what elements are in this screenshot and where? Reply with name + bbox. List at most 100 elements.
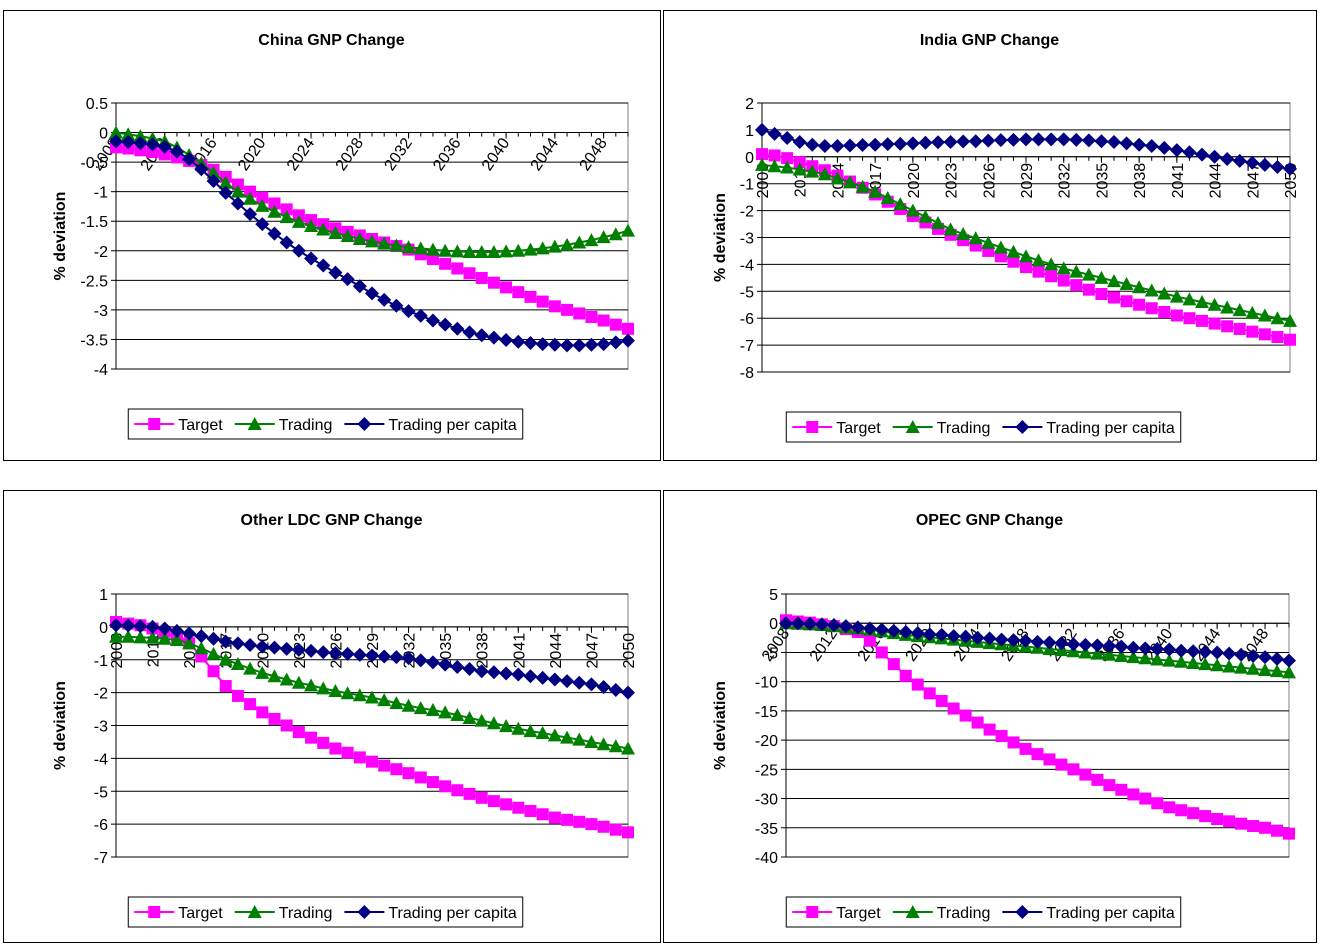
marker <box>413 241 428 255</box>
legend-item: Trading <box>234 417 333 434</box>
marker <box>1119 136 1134 151</box>
marker <box>621 685 635 700</box>
marker <box>584 233 599 247</box>
marker <box>1006 244 1021 258</box>
marker <box>817 167 832 181</box>
marker <box>1133 298 1146 311</box>
marker <box>1157 286 1172 300</box>
marker <box>401 698 416 712</box>
marker <box>157 631 172 645</box>
marker <box>1082 283 1095 296</box>
marker <box>968 231 983 245</box>
x-tick-label: 2035 <box>1094 163 1111 199</box>
marker <box>487 795 500 808</box>
marker <box>923 687 936 700</box>
marker <box>304 643 319 658</box>
chart: Other LDC GNP Change % deviation 1 0 -1 -2 -3 -… <box>3 490 661 943</box>
x-tick-label: 2041 <box>1170 163 1187 199</box>
legend-box <box>785 411 1182 443</box>
marker <box>148 418 161 430</box>
marker <box>584 337 599 352</box>
marker <box>560 674 575 689</box>
marker <box>536 808 549 821</box>
marker <box>169 633 184 647</box>
marker <box>1208 317 1221 330</box>
marker <box>486 716 501 730</box>
marker <box>511 721 526 735</box>
marker <box>451 784 464 797</box>
marker <box>247 417 262 430</box>
marker <box>194 162 209 177</box>
marker <box>523 724 538 738</box>
marker <box>148 906 161 918</box>
marker <box>1247 820 1260 833</box>
y-tick-label: -20 <box>755 733 778 750</box>
marker <box>1044 257 1059 271</box>
marker <box>1174 654 1189 668</box>
marker <box>1006 633 1021 648</box>
marker <box>1187 807 1200 820</box>
marker <box>1157 140 1172 155</box>
legend-item: Target <box>792 420 881 437</box>
marker <box>255 665 270 679</box>
marker <box>304 678 319 692</box>
marker <box>1182 145 1197 160</box>
y-tick-label: -7 <box>740 338 754 355</box>
legend-label: Trading per capita <box>1046 420 1174 437</box>
marker <box>169 623 184 638</box>
legend-label: Trading per capita <box>388 905 516 922</box>
marker <box>935 694 948 707</box>
marker <box>982 631 997 646</box>
y-tick-label: -5 <box>764 645 778 662</box>
marker <box>1114 648 1129 662</box>
marker <box>1284 333 1296 346</box>
marker <box>267 640 282 655</box>
marker <box>268 712 281 725</box>
marker <box>622 826 634 839</box>
marker <box>1138 641 1153 656</box>
marker <box>621 333 635 348</box>
marker <box>886 623 901 638</box>
marker <box>981 133 996 148</box>
marker <box>145 630 160 644</box>
marker <box>206 174 221 189</box>
marker <box>1126 650 1141 664</box>
marker <box>1020 261 1032 274</box>
marker <box>931 215 945 229</box>
legend-item: Trading per capita <box>1002 905 1175 922</box>
marker <box>523 335 538 350</box>
marker <box>230 636 245 651</box>
marker <box>585 818 598 831</box>
marker <box>968 134 983 149</box>
marker <box>500 798 513 811</box>
marker <box>279 672 294 686</box>
y-axis-label: % deviation <box>52 192 69 281</box>
marker <box>230 184 245 198</box>
marker <box>1259 821 1272 834</box>
marker <box>413 701 428 715</box>
marker <box>547 239 562 253</box>
marker <box>389 650 404 665</box>
marker <box>218 175 233 189</box>
marker <box>1081 133 1096 148</box>
marker <box>512 801 525 814</box>
legend: Target Trading Trading per capita <box>134 905 517 922</box>
marker <box>1235 817 1248 830</box>
y-axis-label: % deviation <box>712 681 729 770</box>
marker <box>768 149 781 162</box>
marker <box>893 197 908 211</box>
marker <box>121 127 136 141</box>
x-tick-label: 2044 <box>548 633 565 669</box>
y-tick-label: -35 <box>755 821 778 838</box>
marker <box>450 244 465 258</box>
y-tick-label: -1 <box>740 177 754 194</box>
marker <box>218 652 233 666</box>
legend-label: Trading <box>279 417 333 434</box>
marker <box>780 160 795 174</box>
marker <box>256 706 269 719</box>
marker <box>438 657 453 672</box>
marker <box>1045 270 1058 283</box>
marker <box>621 741 635 755</box>
marker <box>1107 274 1121 288</box>
marker <box>830 171 845 185</box>
